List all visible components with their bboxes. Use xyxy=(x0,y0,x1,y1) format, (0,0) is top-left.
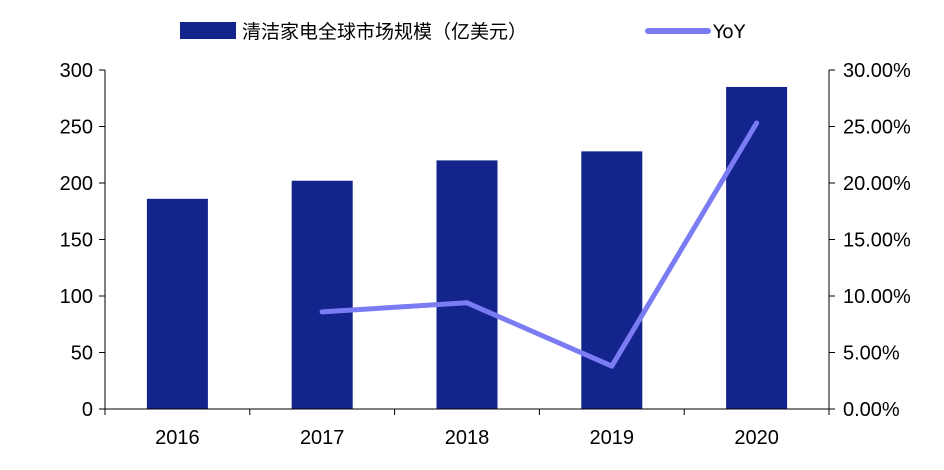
y-left-tick-label: 0 xyxy=(82,399,93,421)
plot-area: 0 50 100 150 200 250 300 0.00% 5.00% 10.00% 15.00%… xyxy=(60,60,911,449)
bar xyxy=(436,160,498,409)
x-tick-label: 2020 xyxy=(734,427,779,449)
legend-label-line: YoY xyxy=(712,21,746,43)
bar xyxy=(291,180,353,409)
y-right-tick-label: 15.00% xyxy=(843,230,911,252)
y-right-tick-label: 25.00% xyxy=(843,117,911,139)
legend: 清洁家电全球市场规模（亿美元） YoY xyxy=(180,21,746,43)
y-right-tick-label: 5.00% xyxy=(843,343,900,365)
y-right-tick-label: 20.00% xyxy=(843,173,911,195)
yoy-point xyxy=(609,363,615,369)
yoy-point xyxy=(319,309,325,315)
y-right-tick-label: 0.00% xyxy=(843,399,900,421)
y-left-tick-label: 200 xyxy=(60,173,93,195)
y-left-tick-label: 50 xyxy=(71,343,93,365)
yoy-line xyxy=(319,120,760,369)
x-tick-label: 2017 xyxy=(300,427,345,449)
x-tick-label: 2018 xyxy=(445,427,490,449)
x-tick-label: 2016 xyxy=(155,427,200,449)
y-right-tick-label: 30.00% xyxy=(843,60,911,82)
x-tick-label: 2019 xyxy=(590,427,635,449)
yoy-point xyxy=(754,120,760,126)
legend-swatch-bar xyxy=(180,22,236,39)
y-right-tick-label: 10.00% xyxy=(843,286,911,308)
bar xyxy=(581,151,643,410)
y-left-tick-label: 150 xyxy=(60,230,93,252)
yoy-point xyxy=(464,300,470,306)
legend-label-bar: 清洁家电全球市场规模（亿美元） xyxy=(242,21,527,43)
bar xyxy=(146,198,208,409)
y-left-tick-label: 250 xyxy=(60,117,93,139)
bar xyxy=(726,86,788,409)
y-left-tick-label: 100 xyxy=(60,286,93,308)
y-left-tick-label: 300 xyxy=(60,60,93,82)
